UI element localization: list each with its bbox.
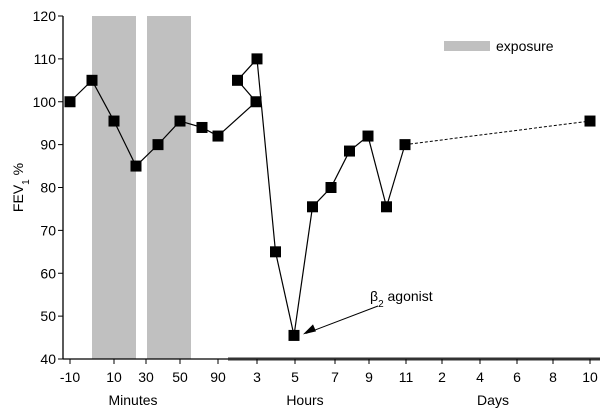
data-point xyxy=(362,130,374,142)
data-point xyxy=(86,74,98,86)
y-tick-label: 50 xyxy=(40,308,56,324)
x-group-label-hours: Hours xyxy=(286,392,323,408)
x-tick-label: 5 xyxy=(291,369,299,385)
data-point xyxy=(250,96,262,108)
annotation-arrow-line xyxy=(305,305,379,334)
x-tick-label: -10 xyxy=(60,369,80,385)
y-tick-label: 80 xyxy=(40,180,56,196)
y-axis-label: FEV1 % xyxy=(10,163,32,212)
data-point xyxy=(196,121,208,133)
y-tick-label: 90 xyxy=(40,137,56,153)
y-tick-label: 40 xyxy=(40,351,56,367)
data-point xyxy=(108,115,120,127)
x-tick-label: 90 xyxy=(210,369,226,385)
data-point xyxy=(399,139,411,151)
x-tick-label: 10 xyxy=(582,369,598,385)
y-tick-label: 100 xyxy=(33,94,57,110)
data-point xyxy=(288,329,300,341)
exposure-band-2 xyxy=(147,16,191,359)
data-point xyxy=(344,145,355,157)
annotation-beta2-agonist: β2 agonist xyxy=(370,288,433,310)
y-tick-label: 120 xyxy=(33,8,57,24)
x-tick-label: 7 xyxy=(331,369,339,385)
data-point xyxy=(174,115,186,127)
y-tick-label: 110 xyxy=(34,51,57,67)
data-point xyxy=(381,201,392,213)
data-point xyxy=(270,246,281,258)
x-tick-label: 9 xyxy=(365,369,373,385)
data-point xyxy=(307,201,318,213)
x-tick-label: 11 xyxy=(399,369,414,385)
x-group-label-days: Days xyxy=(477,392,509,408)
x-tick-label: 2 xyxy=(438,369,446,385)
x-tick-label: 3 xyxy=(253,369,261,385)
x-tick-label: 10 xyxy=(106,369,122,385)
data-point xyxy=(212,130,224,142)
y-tick-label: 70 xyxy=(40,222,56,238)
data-point xyxy=(130,160,142,172)
data-point xyxy=(325,182,337,193)
x-group-label-minutes: Minutes xyxy=(108,392,157,408)
x-tick-label: 50 xyxy=(172,369,188,385)
x-tick-label: 30 xyxy=(138,369,154,385)
data-point xyxy=(232,74,243,86)
data-point xyxy=(152,139,164,151)
data-point xyxy=(251,53,263,65)
series-line-2 xyxy=(404,120,591,146)
x-tick-label: 6 xyxy=(513,369,521,385)
exposure-band-1 xyxy=(92,16,136,359)
legend-swatch-exposure xyxy=(444,41,490,51)
legend-label-exposure: exposure xyxy=(496,38,554,54)
y-tick-label: 60 xyxy=(40,265,56,281)
x-tick-label: 8 xyxy=(549,369,557,385)
data-point xyxy=(64,96,76,108)
data-point xyxy=(584,115,596,127)
annotation-arrow-head xyxy=(303,324,316,335)
x-tick-label: 4 xyxy=(476,369,484,385)
